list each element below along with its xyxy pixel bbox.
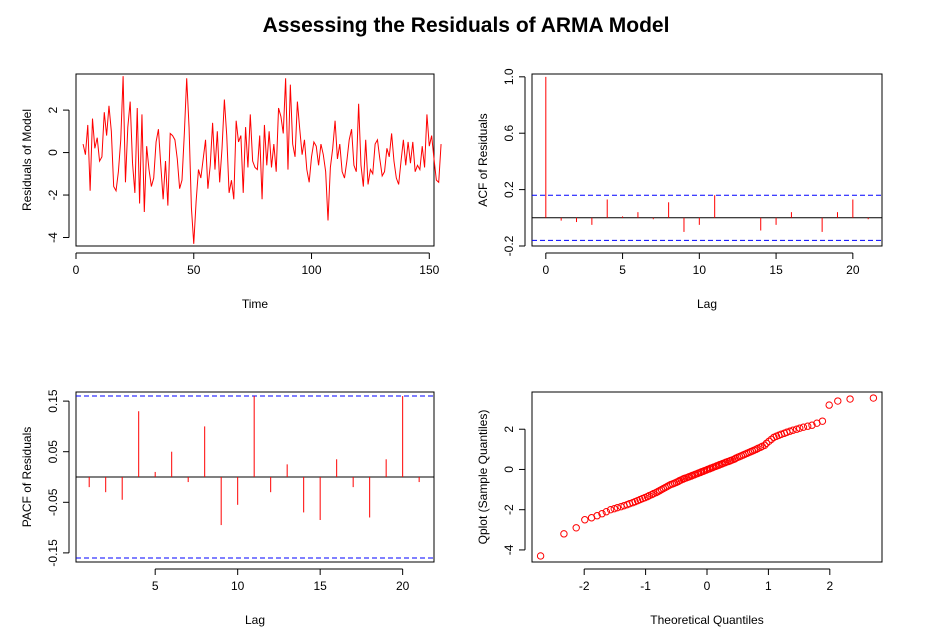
x-axis-label: Lag (697, 297, 717, 311)
y-axis-label: PACF of Residuals (20, 427, 34, 527)
qq-point (765, 437, 773, 445)
y-tick-label: 0 (46, 149, 60, 156)
x-tick-label: -1 (640, 579, 651, 593)
x-tick-label: 150 (419, 263, 439, 277)
x-tick-label: 10 (231, 579, 245, 593)
qq-point (602, 508, 610, 516)
plot-frame (531, 391, 883, 563)
qq-point (789, 426, 797, 434)
qq-point (560, 530, 568, 538)
qq-point (606, 505, 615, 514)
x-tick-label: 0 (73, 263, 80, 277)
y-axis-label: Residuals of Model (20, 109, 34, 211)
qq-point (593, 512, 601, 520)
qq-point (762, 439, 771, 447)
y-tick-label: -0.2 (502, 235, 516, 256)
qq-point (846, 395, 854, 403)
pacf-plot: 5 10 15 20 -0.15 -0.05 0.05 0.15 Lag PACF of Resi… (20, 389, 435, 627)
y-tick-label: 2 (46, 106, 60, 113)
qq-point (804, 422, 812, 430)
x-tick-label: 20 (846, 263, 860, 277)
qq-point (834, 397, 842, 405)
x-tick-label: 15 (769, 263, 783, 277)
qq-point (808, 421, 816, 429)
y-tick-label: -4 (46, 232, 60, 243)
x-tick-label: 0 (542, 263, 549, 277)
y-tick-label: -0.15 (46, 539, 60, 567)
y-tick-label: -2 (46, 189, 60, 200)
residual-series-line (82, 76, 442, 244)
x-tick-label: 15 (313, 579, 327, 593)
x-axis-label: Lag (245, 613, 265, 627)
qq-point (869, 394, 878, 402)
qq-point (536, 552, 545, 560)
x-tick-label: 100 (302, 263, 322, 277)
qq-point (598, 510, 606, 518)
x-tick-label: 5 (619, 263, 626, 277)
qq-point (825, 401, 833, 409)
qq-plot: -2 -1 0 1 2 -4 -2 0 2 Theoretical Quantiles Qplot … (476, 391, 883, 627)
x-tick-label: 0 (704, 579, 711, 593)
x-tick-label: 50 (187, 263, 201, 277)
y-tick-label: -0.05 (46, 488, 60, 516)
qq-point (786, 427, 794, 435)
qq-point (761, 441, 769, 450)
y-axis-label: ACF of Residuals (476, 113, 490, 206)
x-tick-label: 1 (765, 579, 772, 593)
plot-frame (531, 73, 883, 247)
y-tick-label: 0.2 (502, 181, 516, 198)
x-tick-label: 5 (152, 579, 159, 593)
x-axis-label: Time (242, 297, 269, 311)
y-tick-label: 0.6 (502, 125, 516, 142)
y-tick-label: -2 (502, 504, 516, 515)
qq-point (610, 504, 618, 513)
y-tick-label: 0.05 (46, 440, 60, 464)
qq-point (799, 423, 808, 431)
x-tick-label: 2 (826, 579, 833, 593)
x-tick-label: 10 (693, 263, 707, 277)
y-tick-label: 0.15 (46, 389, 60, 413)
qq-point (581, 516, 589, 524)
y-axis-label: Qplot (Sample Quantiles) (476, 410, 490, 545)
residuals-time-plot: 0 50 100 150 -4 -2 0 2 Time Residuals of Model (20, 73, 442, 311)
y-tick-label: 1.0 (502, 68, 516, 85)
x-axis-label: Theoretical Quantiles (650, 613, 763, 627)
y-tick-label: -4 (502, 544, 516, 555)
x-tick-label: 20 (396, 579, 410, 593)
qq-point (572, 524, 580, 532)
figure-title: Assessing the Residuals of ARMA Model (263, 14, 670, 37)
qq-point (792, 425, 801, 433)
x-tick-label: -2 (579, 579, 590, 593)
qq-point (818, 417, 827, 425)
qq-point (796, 424, 804, 432)
y-tick-label: 2 (502, 426, 516, 433)
acf-plot: 0 5 10 15 20 -0.2 0.2 0.6 1.0 Lag ACF of Residuals (476, 68, 883, 311)
qq-point (613, 503, 622, 512)
y-tick-label: 0 (502, 466, 516, 473)
